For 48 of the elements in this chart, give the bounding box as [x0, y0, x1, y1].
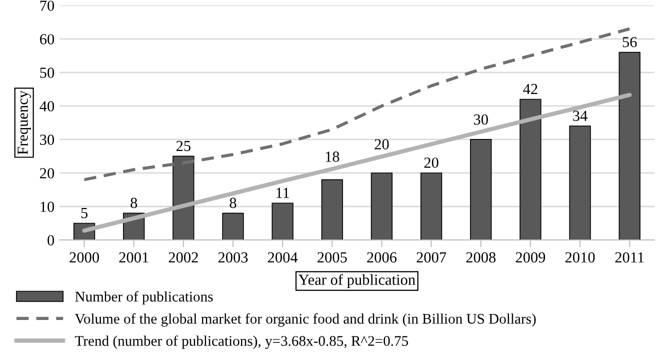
legend-label: Number of publications: [75, 291, 213, 305]
bar: [569, 126, 591, 240]
data-label: 34: [573, 110, 588, 121]
bar: [272, 202, 294, 240]
y-tick-label: 60: [40, 34, 54, 44]
y-tick-label: 20: [40, 168, 54, 178]
data-label: 5: [81, 208, 88, 218]
x-tick-label: 2004: [268, 252, 298, 263]
data-label: 42: [523, 84, 538, 94]
line-series: [82, 92, 632, 233]
bar: [321, 179, 343, 240]
data-label: 20: [424, 158, 438, 168]
data-label: 25: [176, 140, 190, 152]
x-tick-label: 2000: [70, 252, 99, 263]
data-label: 8: [130, 198, 138, 208]
x-tick-label: 2011: [615, 252, 644, 263]
x-axis-title: Year of publication: [298, 274, 416, 288]
bar: [370, 172, 393, 240]
x-tick-label: 2002: [168, 252, 198, 263]
bar: [172, 156, 194, 240]
bar: [618, 52, 640, 240]
legend-label: Trend (number of publications), y=3.68x-0.85, R^2=0.75: [75, 335, 408, 349]
y-tick-label: 50: [40, 68, 54, 78]
data-label: 56: [622, 36, 637, 48]
y-tick-label: 40: [40, 101, 54, 112]
data-label: 11: [276, 188, 290, 198]
x-tick-label: 2009: [516, 252, 546, 263]
x-tick-label: 2003: [218, 252, 248, 263]
bar: [520, 98, 542, 240]
y-axis-title: Frequency: [18, 90, 32, 155]
y-tick-label: 0: [48, 235, 54, 246]
x-tick-label: 2006: [367, 252, 397, 263]
x-tick-label: 2010: [565, 252, 595, 263]
bar: [420, 172, 442, 240]
data-label: 18: [326, 152, 340, 162]
y-tick-label: 70: [40, 0, 54, 11]
x-tick-label: 2008: [466, 252, 496, 263]
bar: [470, 139, 492, 240]
data-label: 20: [374, 139, 389, 150]
x-tick-label: 2005: [318, 252, 347, 263]
y-tick-label: 10: [40, 202, 54, 212]
legend-label: Volume of the global market for organic food and drink (in Billion US Dollars): [74, 313, 536, 327]
bar: [222, 212, 244, 240]
data-label: 30: [474, 114, 488, 125]
data-label: 8: [230, 198, 236, 208]
x-tick-label: 2007: [416, 252, 446, 263]
y-tick-label: 30: [40, 134, 54, 145]
x-tick-label: 2001: [119, 252, 148, 263]
